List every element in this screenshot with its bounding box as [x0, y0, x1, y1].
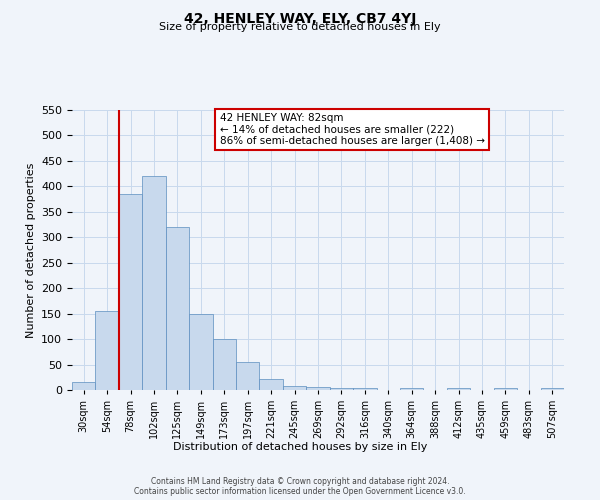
- Text: 42 HENLEY WAY: 82sqm
← 14% of detached houses are smaller (222)
86% of semi-deta: 42 HENLEY WAY: 82sqm ← 14% of detached h…: [220, 113, 485, 146]
- Bar: [95, 311, 119, 390]
- Bar: [189, 314, 212, 390]
- Bar: [119, 194, 142, 390]
- Bar: [330, 388, 353, 390]
- Bar: [259, 379, 283, 390]
- Bar: [236, 362, 259, 390]
- Bar: [494, 388, 517, 390]
- Text: Size of property relative to detached houses in Ely: Size of property relative to detached ho…: [159, 22, 441, 32]
- Text: 42, HENLEY WAY, ELY, CB7 4YJ: 42, HENLEY WAY, ELY, CB7 4YJ: [184, 12, 416, 26]
- Bar: [166, 227, 189, 390]
- Bar: [447, 388, 470, 390]
- Bar: [212, 339, 236, 390]
- Bar: [353, 388, 377, 390]
- Bar: [142, 176, 166, 390]
- Y-axis label: Number of detached properties: Number of detached properties: [26, 162, 35, 338]
- Bar: [541, 388, 564, 390]
- Text: Contains public sector information licensed under the Open Government Licence v3: Contains public sector information licen…: [134, 486, 466, 496]
- Bar: [400, 388, 424, 390]
- Bar: [72, 382, 95, 390]
- Bar: [306, 388, 330, 390]
- Bar: [283, 386, 306, 390]
- Text: Distribution of detached houses by size in Ely: Distribution of detached houses by size …: [173, 442, 427, 452]
- Text: Contains HM Land Registry data © Crown copyright and database right 2024.: Contains HM Land Registry data © Crown c…: [151, 476, 449, 486]
